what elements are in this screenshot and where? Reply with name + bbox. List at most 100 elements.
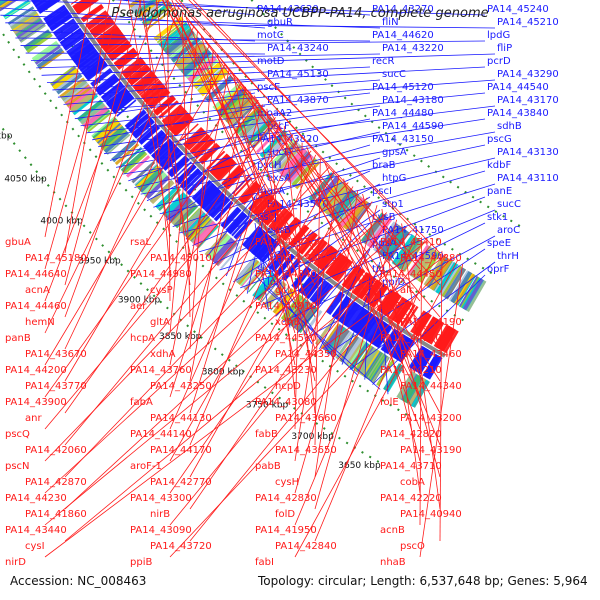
forward-gene xyxy=(34,0,52,10)
forward-gene-label: PA14_45130 xyxy=(267,69,329,80)
forward-gene xyxy=(37,0,61,14)
cog-feature-outer xyxy=(103,130,130,154)
reverse-gene-label: PA14_45250 xyxy=(275,253,337,264)
reverse-gene-label: PA14_43770 xyxy=(25,381,87,392)
cog-feature-outer xyxy=(106,133,131,155)
forward-gene xyxy=(43,5,67,23)
forward-gene-label: motC xyxy=(257,30,284,41)
reverse-gene-label: PA14_43900 xyxy=(5,397,67,408)
forward-gene-label: gbuR xyxy=(267,17,293,28)
cog-feature-inner xyxy=(271,140,299,169)
reverse-gene-label: PA14_40940 xyxy=(400,509,462,520)
reverse-label-leader xyxy=(314,158,321,446)
cog-feature-outer xyxy=(135,165,160,189)
forward-label-leader xyxy=(57,79,266,98)
forward-gene xyxy=(220,206,241,229)
reverse-label-leader xyxy=(169,138,298,430)
reverse-gene-label: PA14_43250 xyxy=(150,381,212,392)
reverse-gene-label: folE xyxy=(380,397,399,408)
forward-label-leader xyxy=(261,209,496,306)
forward-gene-label: kdbF xyxy=(487,160,511,171)
accession-text: Accession: NC_008463 xyxy=(10,574,147,588)
cog-feature-inner xyxy=(225,96,252,123)
cog-feature-outer xyxy=(0,0,14,9)
forward-label-leader xyxy=(117,0,256,16)
forward-gene-label: stk1 xyxy=(487,212,508,223)
reverse-label-leader xyxy=(169,68,230,366)
forward-gene-label: PA14_44620 xyxy=(372,30,434,41)
forward-gene xyxy=(138,124,159,144)
forward-gene-label: PA14_43570 xyxy=(267,199,329,210)
cog-feature-outer xyxy=(114,143,140,166)
forward-label-leader xyxy=(20,40,486,46)
cog-feature-outer xyxy=(69,90,96,113)
forward-gene xyxy=(199,187,221,209)
forward-gene-label: stp1 xyxy=(382,199,404,210)
reverse-gene-label: nirB xyxy=(150,509,170,520)
cog-feature-inner xyxy=(443,267,465,299)
reverse-label-leader xyxy=(44,0,92,238)
forward-label-leader xyxy=(63,79,381,105)
reverse-gene-label: alc xyxy=(400,285,414,296)
map-title: Pseudomonas aeruginosa UCBPP-PA14, compl… xyxy=(111,6,489,21)
reverse-gene-label: fabA xyxy=(130,397,153,408)
reverse-gene-label: PA14_43710 xyxy=(380,461,442,472)
forward-gene xyxy=(315,283,332,305)
forward-label-leader xyxy=(254,274,358,375)
reverse-gene-label: PA14_42060 xyxy=(25,445,87,456)
reverse-gene-label: nhaB xyxy=(380,557,406,568)
reverse-label-leader xyxy=(44,0,122,270)
reverse-label-leader xyxy=(249,91,316,382)
cog-feature-inner xyxy=(238,109,267,138)
reverse-gene-label: PA14_42220 xyxy=(380,493,442,504)
reverse-label-leader xyxy=(165,0,316,254)
forward-gene-label: recR xyxy=(372,56,395,67)
reverse-label-leader xyxy=(169,230,412,526)
cog-feature-inner xyxy=(153,16,184,42)
reverse-label-leader xyxy=(64,0,142,286)
cog-feature-outer xyxy=(353,345,373,372)
cog-feature-outer xyxy=(31,40,60,63)
reverse-gene-label: PA14_43300 xyxy=(130,493,192,504)
forward-gene-label: sucC xyxy=(497,199,521,210)
reverse-gene xyxy=(439,327,456,352)
forward-gene-label: PA14_43840 xyxy=(487,108,549,119)
reverse-label-leader xyxy=(64,82,242,382)
forward-gene-label: PA14_41750 xyxy=(382,225,444,236)
forward-gene xyxy=(411,347,429,372)
reverse-gene xyxy=(179,123,199,142)
forward-gene xyxy=(172,161,192,180)
cog-feature-inner xyxy=(398,238,420,269)
reverse-gene xyxy=(388,296,407,321)
forward-gene xyxy=(186,174,207,196)
cog-feature-outer xyxy=(341,336,363,365)
reverse-label-leader xyxy=(175,0,441,286)
reverse-label-leader xyxy=(162,0,296,270)
kbp-tick-label: 4100 kbp xyxy=(0,131,13,141)
reverse-gene xyxy=(332,258,351,281)
guide-ring xyxy=(250,0,521,227)
reverse-gene xyxy=(329,256,348,279)
cog-feature-inner xyxy=(382,227,407,260)
kbp-tick-label: 3800 kbp xyxy=(202,367,245,377)
reverse-gene xyxy=(325,252,343,275)
forward-gene-label: thrH xyxy=(497,251,519,262)
forward-label-leader xyxy=(112,0,371,16)
forward-label-leader xyxy=(254,209,381,300)
reverse-gene xyxy=(327,254,346,277)
reverse-gene xyxy=(316,246,337,270)
reverse-gene-label: PA14_43660 xyxy=(275,413,337,424)
reverse-gene xyxy=(153,94,176,116)
forward-gene-label: ppiD xyxy=(382,277,405,288)
reverse-gene-label: pscN xyxy=(5,461,30,472)
forward-gene-label: PA14_43270 xyxy=(372,4,434,15)
reverse-gene-label: cysI xyxy=(25,541,45,552)
reverse-gene xyxy=(313,243,332,266)
cog-feature-outer xyxy=(82,105,109,129)
cog-feature-outer xyxy=(9,8,36,27)
forward-gene xyxy=(425,355,443,380)
forward-label-leader xyxy=(140,131,496,195)
forward-label-leader xyxy=(166,157,266,221)
cog-feature-outer xyxy=(335,333,355,360)
